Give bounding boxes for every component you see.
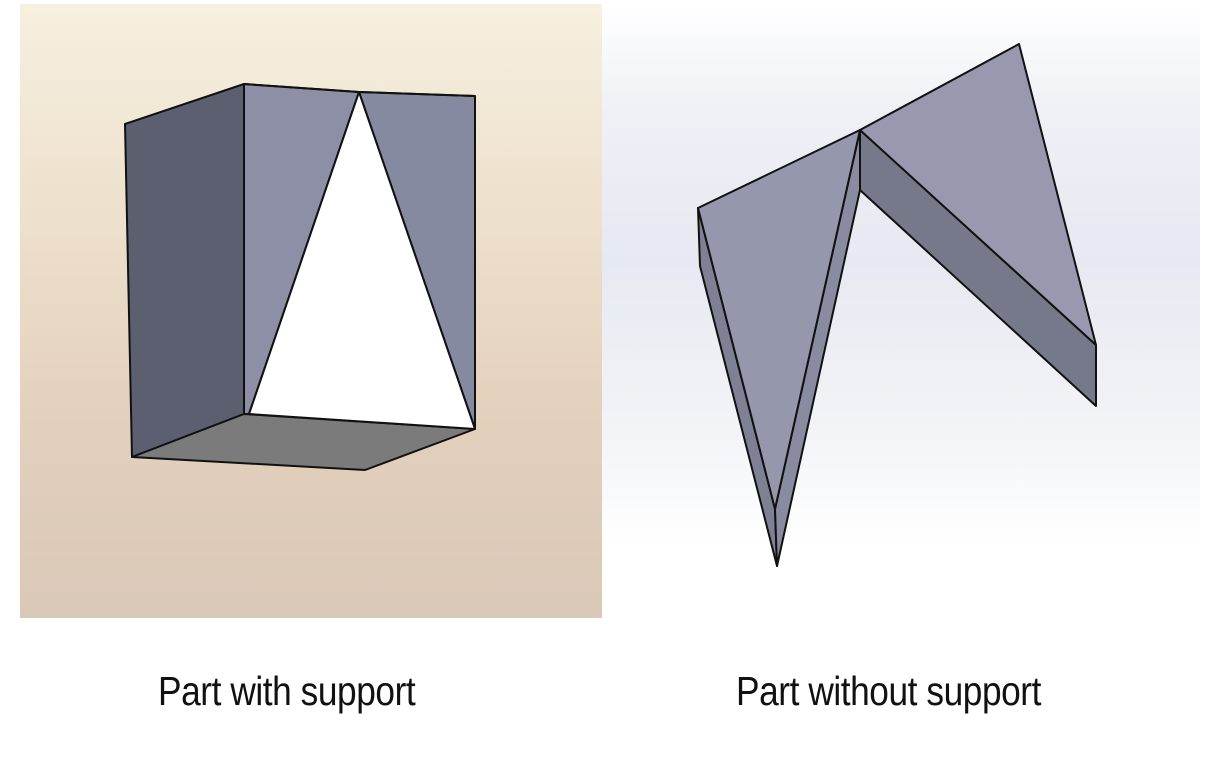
part-without-support-model bbox=[697, 43, 1097, 567]
part-without-support-view bbox=[602, 4, 1200, 618]
support-face bbox=[248, 91, 476, 430]
right-arm-top-face bbox=[859, 43, 1097, 346]
caption-part-with-support: Part with support bbox=[158, 668, 416, 714]
part-with-support-model bbox=[124, 83, 476, 471]
left-arm-top-face bbox=[697, 129, 861, 510]
left-wall-face bbox=[124, 83, 245, 458]
caption-part-without-support: Part without support bbox=[736, 668, 1041, 714]
part-with-support-view bbox=[20, 4, 602, 618]
top-edge bbox=[243, 83, 476, 97]
